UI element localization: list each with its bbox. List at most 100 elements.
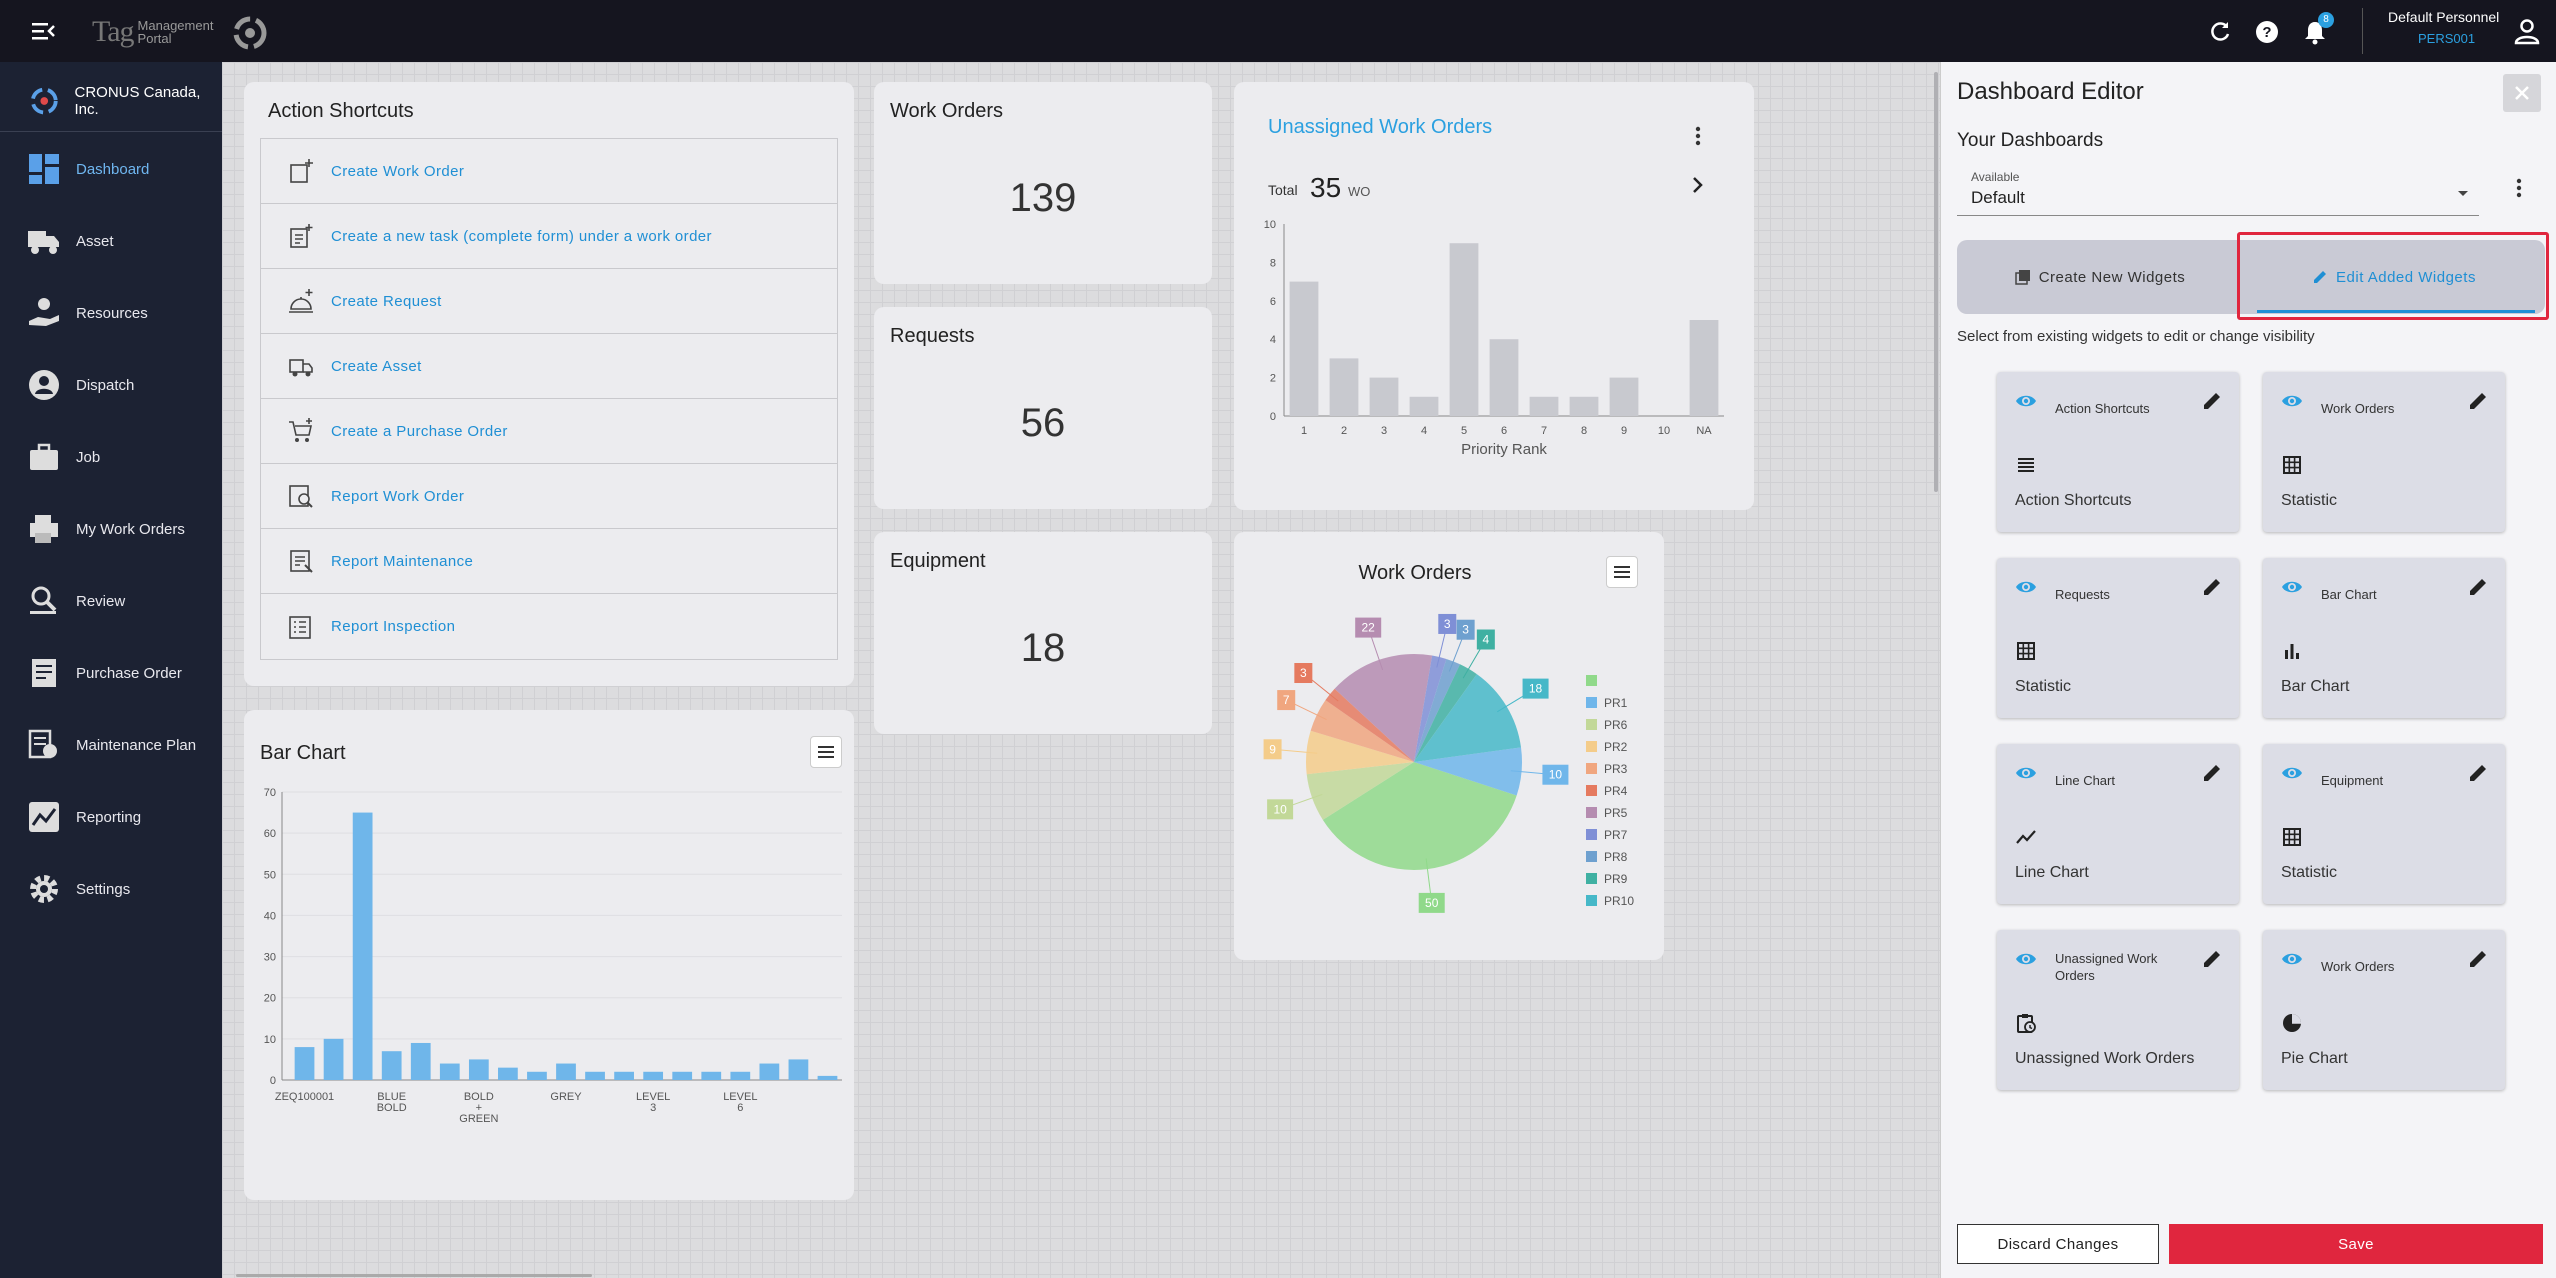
sidebar-item-resources[interactable]: Resources xyxy=(0,284,222,342)
legend-label: PR9 xyxy=(1604,872,1628,886)
edit-pencil-icon[interactable] xyxy=(2467,762,2489,784)
account-icon[interactable] xyxy=(2512,16,2542,46)
discard-changes-button[interactable]: Discard Changes xyxy=(1957,1224,2159,1264)
tab-create-new-widgets[interactable]: Create New Widgets xyxy=(1957,240,2243,314)
shortcut-create-asset[interactable]: Create Asset xyxy=(261,334,837,399)
visibility-icon[interactable] xyxy=(2281,576,2303,598)
grid-icon xyxy=(2283,456,2301,474)
widget-card[interactable]: Requests Statistic xyxy=(1997,558,2239,718)
shortcut-report-work-order[interactable]: Report Work Order xyxy=(261,464,837,529)
y-tick-label: 4 xyxy=(1270,334,1276,346)
widget-name: Bar Chart xyxy=(2321,587,2377,602)
widget-card[interactable]: Equipment Statistic xyxy=(2263,744,2505,904)
visibility-icon[interactable] xyxy=(2281,948,2303,970)
pie-data-label-box xyxy=(1542,764,1569,785)
sidebar-item-purchase-order[interactable]: Purchase Order xyxy=(0,644,222,702)
edit-pencil-icon[interactable] xyxy=(2467,576,2489,598)
help-icon[interactable]: ? xyxy=(2253,18,2281,46)
truck-add-icon xyxy=(289,359,313,377)
sidebar-item-dashboard[interactable]: Dashboard xyxy=(0,140,222,198)
sidebar-item-job[interactable]: Job xyxy=(0,428,222,486)
widget-card[interactable]: Work Orders Statistic xyxy=(2263,372,2505,532)
y-tick-label: 10 xyxy=(264,1034,276,1046)
y-tick-label: 40 xyxy=(264,910,276,922)
widget-card[interactable]: Action Shortcuts Action Shortcuts xyxy=(1997,372,2239,532)
shortcut-report-inspection[interactable]: Report Inspection xyxy=(261,594,837,659)
visibility-icon[interactable] xyxy=(2015,390,2037,412)
vertical-scrollbar[interactable] xyxy=(1934,72,1938,492)
edit-pencil-icon[interactable] xyxy=(2467,390,2489,412)
save-button[interactable]: Save xyxy=(2169,1224,2543,1264)
y-tick-label: 10 xyxy=(1264,219,1276,231)
refresh-icon[interactable] xyxy=(2206,18,2234,46)
pie-slice xyxy=(1306,730,1414,775)
bar xyxy=(439,1063,460,1080)
x-tick-label: BOLD xyxy=(464,1091,494,1103)
dashboard-select[interactable]: Default xyxy=(1971,188,2025,207)
sidebar-item-my-work-orders[interactable]: My Work Orders xyxy=(0,500,222,558)
bar xyxy=(1489,339,1519,416)
widget-type: Statistic xyxy=(2281,864,2338,881)
bar xyxy=(556,1063,576,1080)
sidebar-item-settings[interactable]: Settings xyxy=(0,860,222,918)
y-tick-label: 0 xyxy=(1270,411,1276,423)
notification-bell-icon[interactable] xyxy=(2301,18,2329,46)
y-tick-label: 20 xyxy=(264,993,276,1005)
sidebar-item-asset[interactable]: Asset xyxy=(0,212,222,270)
grid-icon xyxy=(2283,828,2301,846)
active-tab-indicator xyxy=(2257,310,2535,313)
horizontal-scrollbar[interactable] xyxy=(236,1274,592,1277)
tab-edit-added-widgets[interactable]: Edit Added Widgets xyxy=(2243,240,2545,314)
widget-card[interactable]: Unassigned Work Orders Unassigned Work Or… xyxy=(1997,930,2239,1090)
visibility-icon[interactable] xyxy=(2015,576,2037,598)
company-selector[interactable]: CRONUS Canada, Inc. xyxy=(0,70,222,132)
company-name: CRONUS Canada, Inc. xyxy=(74,83,201,118)
legend-swatch xyxy=(1586,873,1597,884)
chevron-right-icon[interactable] xyxy=(1686,174,1708,196)
shortcut-create-request[interactable]: Create Request xyxy=(261,269,837,334)
widget-card[interactable]: Line Chart Line Chart xyxy=(1997,744,2239,904)
top-bar: Tag Management Portal ? 8 Default Personn… xyxy=(0,0,2556,62)
legend-swatch xyxy=(1586,697,1597,708)
bar xyxy=(1409,396,1439,416)
service-bell-icon xyxy=(289,289,313,313)
widget-card[interactable]: Work Orders Pie Chart xyxy=(2263,930,2505,1090)
close-button[interactable] xyxy=(2503,74,2541,112)
visibility-icon[interactable] xyxy=(2281,762,2303,784)
pie-slice xyxy=(1414,658,1460,762)
dropdown-arrow-icon[interactable] xyxy=(2455,186,2471,202)
sidebar-item-review[interactable]: Review xyxy=(0,572,222,630)
shortcut-create-work-order[interactable]: Create Work Order xyxy=(261,139,837,204)
visibility-icon[interactable] xyxy=(2015,948,2037,970)
y-tick-label: 8 xyxy=(1270,257,1276,269)
more-vert-icon[interactable] xyxy=(2507,176,2531,200)
x-tick-label: 3 xyxy=(1381,425,1387,437)
menu-collapse-icon[interactable] xyxy=(30,20,56,42)
x-tick-label: 2 xyxy=(1341,425,1347,437)
visibility-icon[interactable] xyxy=(2015,762,2037,784)
sidebar-item-dispatch[interactable]: Dispatch xyxy=(0,356,222,414)
pie-chart-title: Work Orders xyxy=(1358,562,1472,584)
widget-type: Bar Chart xyxy=(2281,678,2350,695)
chart-menu-button[interactable] xyxy=(1606,556,1638,588)
edit-pencil-icon[interactable] xyxy=(2201,390,2223,412)
edit-pencil-icon[interactable] xyxy=(2201,762,2223,784)
more-vert-icon[interactable] xyxy=(1686,124,1710,148)
total-unit: WO xyxy=(1348,184,1371,199)
visibility-icon[interactable] xyxy=(2281,390,2303,412)
sidebar-item-maintenance-plan[interactable]: Maintenance Plan xyxy=(0,716,222,774)
edit-pencil-icon[interactable] xyxy=(2201,948,2223,970)
shortcut-report-maintenance[interactable]: Report Maintenance xyxy=(261,529,837,594)
sidebar: CRONUS Canada, Inc. Dashboard Asset Reso… xyxy=(0,62,222,1278)
pie-slice xyxy=(1414,674,1521,762)
chart-menu-button[interactable] xyxy=(810,736,842,768)
sidebar-item-reporting[interactable]: Reporting xyxy=(0,788,222,846)
edit-pencil-icon[interactable] xyxy=(2201,576,2223,598)
edit-pencil-icon[interactable] xyxy=(2467,948,2489,970)
shortcut-create-purchase-order[interactable]: Create a Purchase Order xyxy=(261,399,837,464)
widget-name: Equipment xyxy=(2321,773,2384,788)
widget-card[interactable]: Bar Chart Bar Chart xyxy=(2263,558,2505,718)
pencil-icon xyxy=(2314,271,2327,283)
shortcut-create-task[interactable]: Create a new task (complete form) under … xyxy=(261,204,837,269)
